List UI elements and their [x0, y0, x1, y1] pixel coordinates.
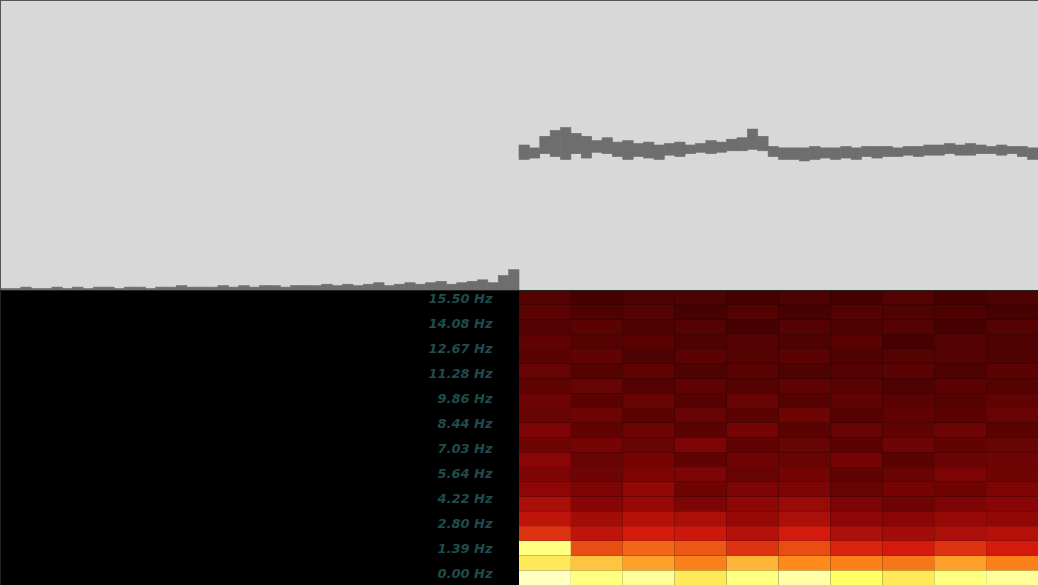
svg-text:5.64 Hz: 5.64 Hz: [437, 466, 492, 481]
svg-text:9.86 Hz: 9.86 Hz: [437, 391, 492, 406]
svg-text:1.39 Hz: 1.39 Hz: [437, 541, 492, 556]
svg-text:4.22 Hz: 4.22 Hz: [436, 491, 492, 506]
svg-text:0.00 Hz: 0.00 Hz: [437, 566, 492, 581]
svg-text:11.28 Hz: 11.28 Hz: [428, 366, 493, 381]
svg-text:15.50 Hz: 15.50 Hz: [428, 291, 493, 306]
svg-text:8.44 Hz: 8.44 Hz: [437, 416, 492, 431]
svg-text:12.67 Hz: 12.67 Hz: [428, 341, 493, 356]
svg-text:14.08 Hz: 14.08 Hz: [428, 316, 493, 331]
svg-text:7.03 Hz: 7.03 Hz: [437, 441, 492, 456]
svg-text:2.80 Hz: 2.80 Hz: [437, 516, 492, 531]
